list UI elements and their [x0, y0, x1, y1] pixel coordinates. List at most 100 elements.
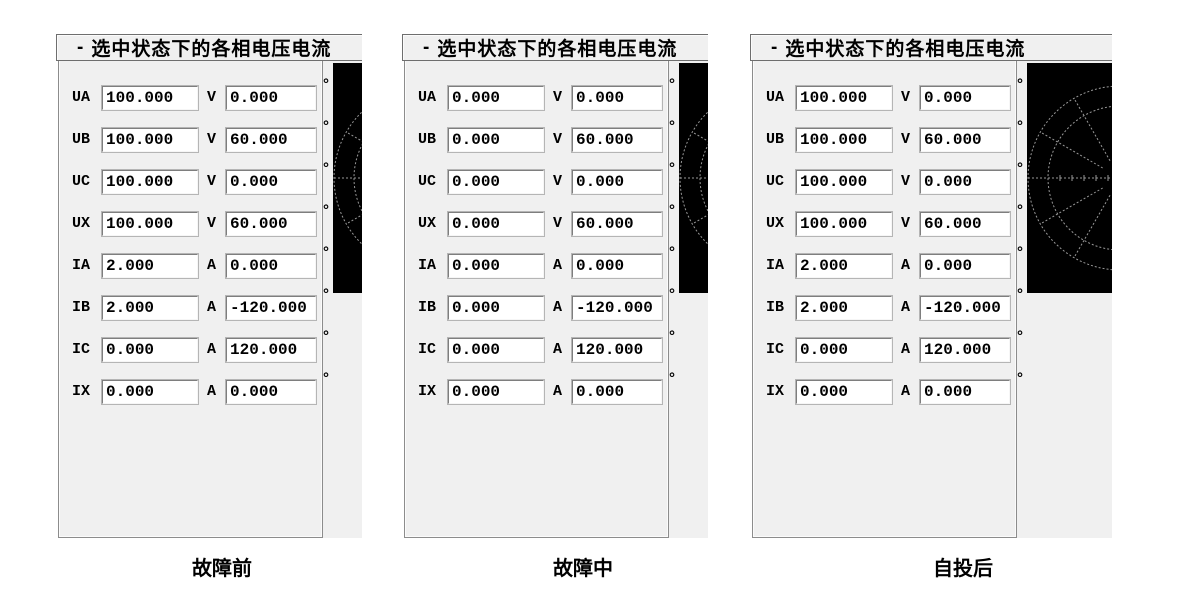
fields-box: UA V ° UB V ° UC V ° UX V ° IA A ° IB A — [752, 61, 1023, 538]
phasor-grid-svg — [1027, 85, 1112, 271]
angle-input[interactable] — [571, 127, 664, 153]
phase-row: UX V ° — [753, 203, 1023, 253]
angle-input[interactable] — [919, 379, 1012, 405]
degree-symbol: ° — [323, 76, 330, 93]
collapse-toggle[interactable]: - — [77, 36, 85, 58]
phase-label: IA — [418, 257, 437, 274]
phase-label: UX — [418, 215, 437, 232]
phase-label: UA — [72, 89, 91, 106]
magnitude-input[interactable] — [795, 85, 894, 111]
magnitude-input[interactable] — [101, 85, 200, 111]
panel-title: 选中状态下的各相电压电流 — [785, 39, 1026, 60]
angle-input[interactable] — [919, 337, 1012, 363]
angle-input[interactable] — [919, 169, 1012, 195]
phase-label: IX — [418, 383, 437, 400]
panel-header: - 选中状态下的各相电压电流 — [750, 34, 1112, 61]
magnitude-input[interactable] — [101, 295, 200, 321]
degree-symbol: ° — [669, 286, 676, 303]
magnitude-input[interactable] — [101, 169, 200, 195]
unit-label: A — [207, 299, 217, 316]
magnitude-input[interactable] — [447, 169, 546, 195]
magnitude-input[interactable] — [447, 127, 546, 153]
angle-input[interactable] — [919, 211, 1012, 237]
phase-row: UA V ° — [753, 77, 1023, 127]
fields-box: UA V ° UB V ° UC V ° UX V ° IA A ° IB A — [58, 61, 329, 538]
magnitude-input[interactable] — [101, 253, 200, 279]
angle-input[interactable] — [225, 127, 318, 153]
angle-input[interactable] — [571, 169, 664, 195]
angle-input[interactable] — [225, 379, 318, 405]
unit-label: A — [553, 341, 563, 358]
panel-body: UA V ° UB V ° UC V ° UX V ° IA A ° IB A — [752, 61, 1112, 538]
phase-row: UC V ° — [59, 161, 329, 211]
angle-input[interactable] — [571, 211, 664, 237]
angle-input[interactable] — [571, 253, 664, 279]
angle-input[interactable] — [225, 169, 318, 195]
magnitude-input[interactable] — [447, 253, 546, 279]
magnitude-input[interactable] — [795, 253, 894, 279]
angle-input[interactable] — [571, 295, 664, 321]
degree-symbol: ° — [669, 244, 676, 261]
phase-label: IX — [72, 383, 91, 400]
collapse-toggle[interactable]: - — [423, 36, 431, 58]
angle-input[interactable] — [571, 379, 664, 405]
angle-input[interactable] — [225, 211, 318, 237]
angle-input[interactable] — [919, 295, 1012, 321]
angle-input[interactable] — [919, 85, 1012, 111]
degree-symbol: ° — [669, 118, 676, 135]
degree-symbol: ° — [669, 202, 676, 219]
phase-row: IB A ° — [405, 287, 675, 337]
degree-symbol: ° — [1017, 160, 1024, 177]
magnitude-input[interactable] — [447, 337, 546, 363]
magnitude-input[interactable] — [795, 379, 894, 405]
degree-symbol: ° — [1017, 370, 1024, 387]
magnitude-input[interactable] — [795, 169, 894, 195]
magnitude-input[interactable] — [101, 337, 200, 363]
angle-input[interactable] — [225, 85, 318, 111]
phase-label: IB — [766, 299, 785, 316]
phase-row: IB A ° — [753, 287, 1023, 337]
angle-input[interactable] — [571, 85, 664, 111]
degree-symbol: ° — [1017, 328, 1024, 345]
degree-symbol: ° — [323, 370, 330, 387]
magnitude-input[interactable] — [795, 295, 894, 321]
phase-values-panel: - 选中状态下的各相电压电流 UA V ° UB V ° UC V ° UX V… — [56, 34, 362, 580]
phase-label: UX — [72, 215, 91, 232]
degree-symbol: ° — [669, 160, 676, 177]
unit-label: V — [553, 89, 563, 106]
magnitude-input[interactable] — [101, 211, 200, 237]
phase-label: UC — [766, 173, 785, 190]
degree-symbol: ° — [323, 328, 330, 345]
phase-label: UX — [766, 215, 785, 232]
magnitude-input[interactable] — [101, 379, 200, 405]
magnitude-input[interactable] — [447, 85, 546, 111]
unit-label: A — [207, 341, 217, 358]
magnitude-input[interactable] — [447, 295, 546, 321]
unit-label: V — [901, 131, 911, 148]
magnitude-input[interactable] — [795, 127, 894, 153]
angle-input[interactable] — [225, 253, 318, 279]
unit-label: V — [553, 215, 563, 232]
angle-input[interactable] — [225, 337, 318, 363]
angle-input[interactable] — [919, 253, 1012, 279]
collapse-toggle[interactable]: - — [771, 36, 779, 58]
magnitude-input[interactable] — [795, 211, 894, 237]
magnitude-input[interactable] — [795, 337, 894, 363]
phase-row: UA V ° — [59, 77, 329, 127]
magnitude-input[interactable] — [447, 211, 546, 237]
panel-caption: 自投后 — [933, 558, 993, 580]
magnitude-input[interactable] — [447, 379, 546, 405]
phase-values-panel: - 选中状态下的各相电压电流 UA V ° UB V ° UC V ° UX V… — [402, 34, 708, 580]
phase-label: UC — [72, 173, 91, 190]
phase-label: UB — [418, 131, 437, 148]
unit-label: V — [901, 89, 911, 106]
degree-symbol: ° — [1017, 244, 1024, 261]
degree-symbol: ° — [323, 202, 330, 219]
angle-input[interactable] — [919, 127, 1012, 153]
phasor-display — [679, 63, 708, 293]
angle-input[interactable] — [571, 337, 664, 363]
phase-label: IA — [72, 257, 91, 274]
magnitude-input[interactable] — [101, 127, 200, 153]
angle-input[interactable] — [225, 295, 318, 321]
